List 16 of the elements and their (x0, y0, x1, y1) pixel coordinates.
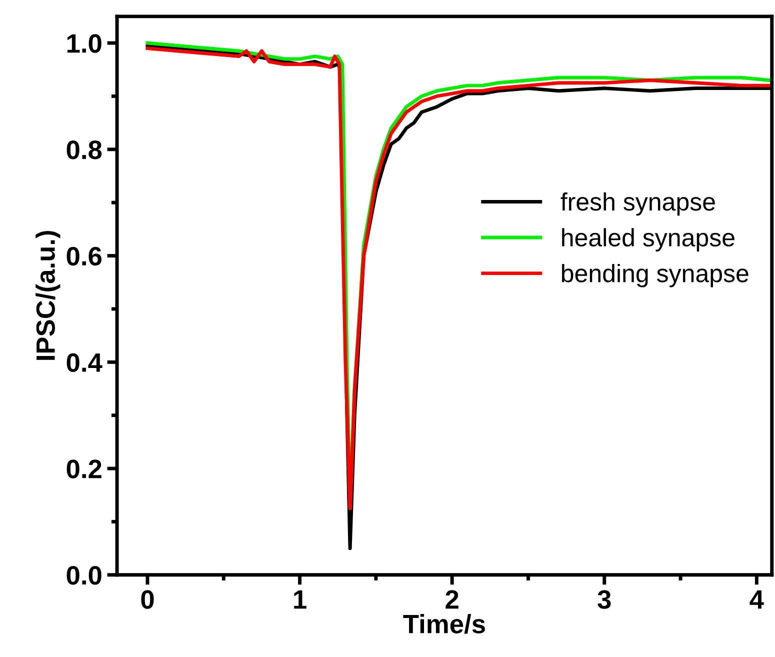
legend-label: healed synapse (562, 228, 734, 252)
y-tick-label: 1.0 (67, 34, 102, 53)
y-axis-title: IPSC/(a.u.) (36, 230, 60, 360)
legend-label: bending synapse (562, 264, 748, 288)
y-tick-label: 0.4 (66, 353, 102, 372)
x-tick-label: 1 (294, 590, 306, 609)
legend-label: fresh synapse (560, 192, 715, 216)
y-tick-label: 0.8 (66, 140, 102, 160)
x-axis-title: Time/s (403, 614, 485, 634)
y-tick-label: 0.2 (66, 460, 102, 478)
y-tick-label: 0.6 (66, 246, 102, 266)
y-tick-label: 0.0 (66, 566, 102, 585)
x-tick-label: 0 (141, 590, 154, 609)
x-tick-label: 3 (598, 590, 611, 609)
x-tick-label: 4 (750, 590, 764, 609)
x-tick-label: 2 (446, 590, 458, 609)
